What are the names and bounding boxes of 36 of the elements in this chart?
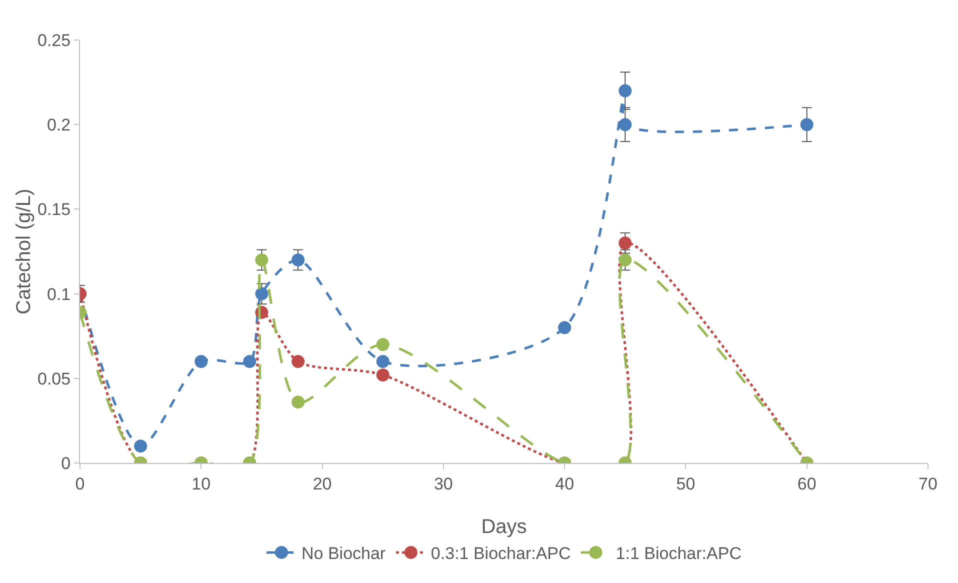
legend-label: 1:1 Biochar:APC [616, 544, 742, 564]
x-tick-label: 10 [192, 474, 211, 494]
y-tick-label: 0.15 [38, 200, 71, 220]
point [255, 287, 268, 300]
legend-label: 0.3:1 Biochar:APC [430, 544, 571, 564]
point [255, 253, 268, 266]
point [376, 354, 390, 368]
point [618, 253, 632, 266]
legend-label: No Biochar [302, 544, 386, 564]
point [243, 354, 256, 368]
x-tick-label: 20 [312, 474, 332, 494]
y-tick-label: 0.25 [38, 30, 71, 50]
point [618, 118, 632, 132]
point [558, 321, 572, 334]
x-tick-label: 40 [555, 474, 574, 494]
point [292, 253, 305, 266]
point [292, 396, 305, 409]
y-axis-title: Catechol (g/L) [13, 188, 35, 314]
x-tick-label: 70 [918, 474, 938, 494]
point [376, 368, 390, 382]
point [376, 338, 390, 352]
point [800, 118, 814, 132]
point [618, 236, 632, 250]
x-tick-label: 0 [75, 474, 85, 494]
point [134, 440, 148, 453]
y-tick-label: 0.05 [38, 369, 71, 388]
x-tick-label: 30 [434, 474, 453, 494]
x-tick-label: 50 [676, 474, 696, 494]
x-tick-label: 60 [797, 474, 816, 494]
point [292, 354, 305, 368]
y-tick-label: 0.1 [46, 284, 71, 304]
point [618, 84, 632, 98]
y-tick-label: 0 [61, 454, 71, 473]
x-axis-title: Days [481, 516, 527, 538]
y-tick-label: 0.2 [46, 116, 71, 135]
point [194, 354, 208, 368]
